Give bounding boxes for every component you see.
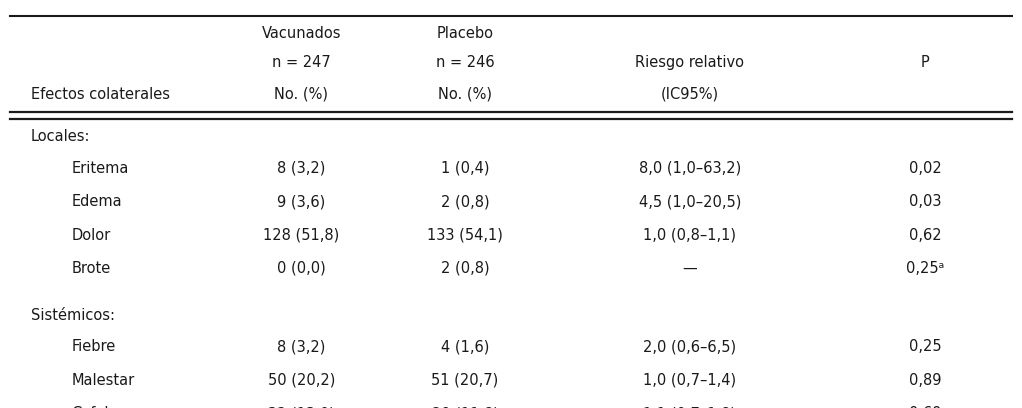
Text: 0,02: 0,02 (909, 161, 941, 175)
Text: 0,03: 0,03 (909, 194, 941, 209)
Text: Placebo: Placebo (436, 26, 494, 41)
Text: P: P (921, 55, 929, 70)
Text: Efectos colaterales: Efectos colaterales (31, 87, 170, 102)
Text: 51 (20,7): 51 (20,7) (431, 373, 499, 388)
Text: 8 (3,2): 8 (3,2) (277, 161, 326, 175)
Text: No. (%): No. (%) (275, 87, 328, 102)
Text: 133 (54,1): 133 (54,1) (427, 228, 503, 242)
Text: 0 (0,0): 0 (0,0) (277, 261, 326, 276)
Text: 29 (11,8): 29 (11,8) (431, 406, 499, 408)
Text: n = 247: n = 247 (272, 55, 331, 70)
Text: —: — (683, 261, 697, 276)
Text: 2 (0,8): 2 (0,8) (440, 194, 490, 209)
Text: 0,25ᵃ: 0,25ᵃ (905, 261, 944, 276)
Text: 4 (1,6): 4 (1,6) (440, 339, 490, 354)
Text: 2,0 (0,6–6,5): 2,0 (0,6–6,5) (643, 339, 737, 354)
Text: Sistémicos:: Sistémicos: (31, 308, 114, 323)
Text: Malestar: Malestar (72, 373, 135, 388)
Text: 32 (13,0): 32 (13,0) (268, 406, 335, 408)
Text: Dolor: Dolor (72, 228, 110, 242)
Text: 4,5 (1,0–20,5): 4,5 (1,0–20,5) (639, 194, 741, 209)
Text: Riesgo relativo: Riesgo relativo (636, 55, 744, 70)
Text: No. (%): No. (%) (438, 87, 492, 102)
Text: 0,62: 0,62 (909, 228, 941, 242)
Text: Brote: Brote (72, 261, 110, 276)
Text: Fiebre: Fiebre (72, 339, 115, 354)
Text: 0,25: 0,25 (909, 339, 941, 354)
Text: 9 (3,6): 9 (3,6) (277, 194, 326, 209)
Text: 1 (0,4): 1 (0,4) (440, 161, 490, 175)
Text: 0,89: 0,89 (909, 373, 941, 388)
Text: 8 (3,2): 8 (3,2) (277, 339, 326, 354)
Text: 2 (0,8): 2 (0,8) (440, 261, 490, 276)
Text: Eritema: Eritema (72, 161, 129, 175)
Text: 0,69: 0,69 (909, 406, 941, 408)
Text: Edema: Edema (72, 194, 123, 209)
Text: Vacunados: Vacunados (262, 26, 341, 41)
Text: 8,0 (1,0–63,2): 8,0 (1,0–63,2) (639, 161, 741, 175)
Text: 1,0 (0,8–1,1): 1,0 (0,8–1,1) (644, 228, 736, 242)
Text: 1,1 (0,7–1,8): 1,1 (0,7–1,8) (644, 406, 736, 408)
Text: 1,0 (0,7–1,4): 1,0 (0,7–1,4) (643, 373, 737, 388)
Text: Locales:: Locales: (31, 129, 90, 144)
Text: n = 246: n = 246 (435, 55, 495, 70)
Text: 128 (51,8): 128 (51,8) (264, 228, 339, 242)
Text: (IC95%): (IC95%) (661, 87, 718, 102)
Text: 50 (20,2): 50 (20,2) (268, 373, 335, 388)
Text: Cefalea: Cefalea (72, 406, 127, 408)
